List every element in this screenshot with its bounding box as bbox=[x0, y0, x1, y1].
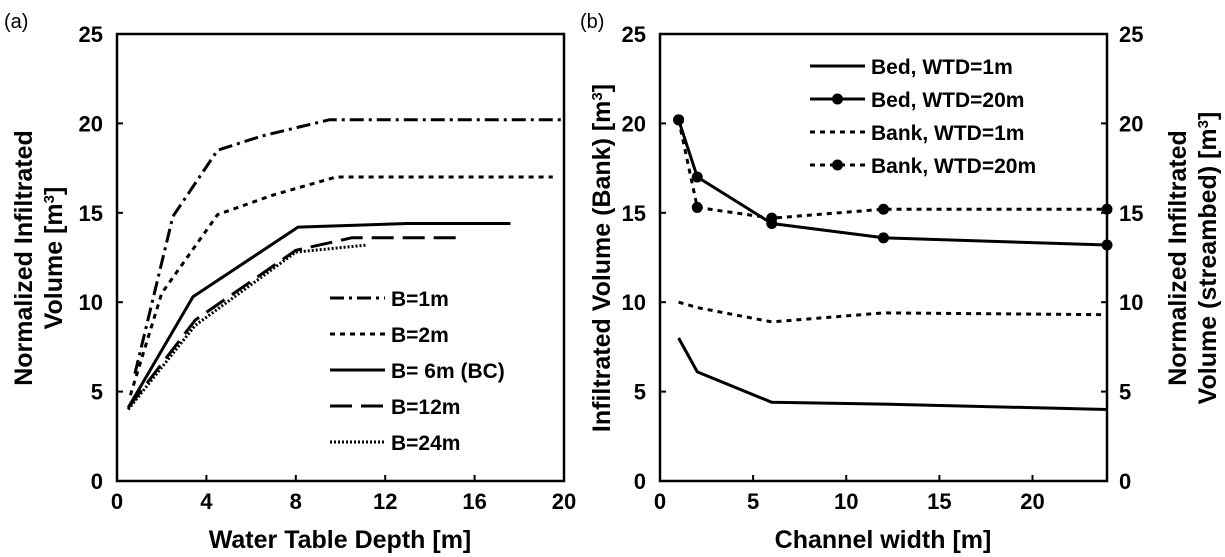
panel-label-b: (b) bbox=[580, 11, 604, 33]
x-tick-label: 10 bbox=[834, 489, 858, 514]
legend-label-b-24m: B=24m bbox=[391, 432, 460, 455]
series-line-bank-wtd-1m bbox=[678, 300, 1108, 324]
panel-label-a: (a) bbox=[4, 11, 28, 33]
plot-frame-a bbox=[115, 32, 566, 483]
plot-frame-b bbox=[658, 32, 1109, 483]
data-point-bank-wtd-20m bbox=[1101, 203, 1113, 215]
y-tick-label: 0 bbox=[91, 469, 103, 494]
y-axis-label-a-line2: Volume [m3] bbox=[40, 187, 68, 330]
y-right-tick-label: 25 bbox=[1119, 22, 1143, 47]
x-tick-label: 20 bbox=[1020, 489, 1044, 514]
legend-marker bbox=[832, 93, 843, 105]
legend-label-bed-wtd-20m: Bed, WTD=20m bbox=[871, 89, 1024, 112]
panel-a: (a) 0 4 8 12 16 20 0 5 10 15 20 25 Water Table Dept… bbox=[4, 11, 576, 554]
legend-a: B=1m B=2m B= 6m (BC) B=12m B=24m bbox=[330, 288, 505, 455]
series-line-b-6m-bc bbox=[126, 222, 511, 409]
y-axis-label-b-right-line1: Normalized Infiltrated bbox=[1164, 130, 1192, 386]
y-right-tick-label: 10 bbox=[1119, 290, 1143, 315]
data-point-bank-wtd-20m bbox=[673, 114, 685, 126]
y-tick-label: 15 bbox=[622, 201, 646, 226]
x-axis-label-b: Channel width [m] bbox=[775, 526, 992, 554]
x-axis-label-a: Water Table Depth [m] bbox=[209, 526, 472, 554]
legend-label-b-6m-bc: B= 6m (BC) bbox=[391, 360, 505, 383]
y-tick-label: 0 bbox=[634, 469, 646, 494]
legend-label-b-1m: B=1m bbox=[391, 288, 449, 311]
series-line-b-24m bbox=[127, 243, 368, 411]
x-tick-label: 0 bbox=[111, 489, 123, 514]
x-tick-label: 16 bbox=[462, 489, 486, 514]
data-point-bank-wtd-20m bbox=[766, 212, 778, 224]
data-point-bank-wtd-20m bbox=[691, 201, 703, 213]
y-tick-label: 10 bbox=[622, 290, 646, 315]
y-tick-label: 20 bbox=[622, 111, 646, 136]
x-tick-label: 15 bbox=[927, 489, 951, 514]
legend-label-bank-wtd-20m: Bank, WTD=20m bbox=[871, 155, 1036, 178]
x-tick-label: 20 bbox=[552, 489, 576, 514]
x-tick-label: 8 bbox=[290, 489, 302, 514]
legend-b: Bed, WTD=1m Bed, WTD=20m Bank, WTD=1m Bank,… bbox=[810, 56, 1036, 178]
series-lines-b bbox=[673, 114, 1113, 411]
series-lines-a bbox=[126, 118, 564, 411]
series-line-b-12m bbox=[127, 236, 459, 409]
x-tick-label: 4 bbox=[200, 489, 213, 514]
y-right-tick-label: 0 bbox=[1119, 469, 1131, 494]
legend-label-b-2m: B=2m bbox=[391, 324, 449, 347]
data-point-bed-wtd-20m bbox=[878, 232, 889, 244]
data-point-bed-wtd-20m bbox=[1101, 239, 1113, 251]
y-tick-label: 20 bbox=[79, 111, 103, 136]
y-right-tick-label: 20 bbox=[1119, 111, 1143, 136]
data-point-bed-wtd-20m bbox=[691, 171, 703, 183]
y-tick-label: 25 bbox=[79, 22, 103, 47]
tick-labels-a: 0 4 8 12 16 20 0 5 10 15 20 25 bbox=[79, 22, 577, 514]
y-tick-label: 25 bbox=[622, 22, 646, 47]
y-axis-label-b-right-line2: Volume (streambed) [m3] bbox=[1194, 112, 1222, 405]
legend-marker bbox=[832, 159, 843, 171]
x-tick-label: 0 bbox=[654, 489, 666, 514]
y-axis-label-b-left: Infiltrated Volume (Bank) [m3] bbox=[588, 84, 616, 432]
series-line-b-2m bbox=[128, 175, 553, 396]
y-tick-label: 10 bbox=[79, 290, 103, 315]
y-right-tick-label: 15 bbox=[1119, 201, 1143, 226]
y-right-tick-label: 5 bbox=[1119, 380, 1131, 405]
legend-label-bank-wtd-1m: Bank, WTD=1m bbox=[871, 122, 1024, 145]
y-tick-label: 15 bbox=[79, 201, 103, 226]
y-tick-label: 5 bbox=[634, 380, 646, 405]
legend-label-b-12m: B=12m bbox=[391, 396, 460, 419]
x-tick-label: 5 bbox=[747, 489, 759, 514]
data-point-bank-wtd-20m bbox=[878, 203, 889, 215]
legend-label-bed-wtd-1m: Bed, WTD=1m bbox=[871, 56, 1013, 79]
series-line-b-1m bbox=[133, 118, 564, 375]
y-axis-label-a-line1: Normalized Infiltrated bbox=[10, 130, 38, 386]
series-line-bed-wtd-1m bbox=[677, 337, 1108, 411]
y-tick-label: 5 bbox=[91, 380, 103, 405]
x-tick-label: 12 bbox=[373, 489, 397, 514]
